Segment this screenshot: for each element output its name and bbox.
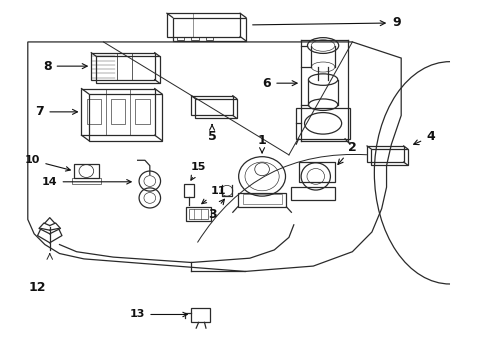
Bar [89,94,162,140]
Bar [296,108,350,139]
Bar [238,193,287,207]
Text: 8: 8 [43,60,87,73]
Bar [96,56,160,83]
Text: 4: 4 [414,130,435,145]
Bar [91,53,155,80]
Text: 6: 6 [263,77,297,90]
Bar [292,187,335,200]
Bar [243,194,282,204]
Bar [135,99,149,125]
Text: 10: 10 [25,155,70,171]
Bar [186,207,211,221]
Bar [195,99,237,118]
Text: 2: 2 [338,141,357,165]
Text: 15: 15 [191,162,206,180]
Text: 12: 12 [29,281,46,294]
Bar [367,146,404,162]
Text: 1: 1 [258,134,267,153]
Bar [177,37,184,40]
Text: 9: 9 [253,17,401,30]
Text: 11: 11 [202,186,226,204]
Text: 14: 14 [42,177,131,187]
Bar [74,164,98,178]
Bar [173,18,246,41]
Text: 3: 3 [208,199,224,221]
Bar [87,99,101,125]
Bar [191,96,233,116]
Bar [191,37,198,40]
Bar [191,308,210,322]
Bar [184,184,194,197]
Bar [167,13,240,37]
Bar [206,37,213,40]
Bar [111,99,125,125]
Bar [72,178,101,184]
Text: 7: 7 [36,105,77,118]
Bar [371,149,408,165]
Bar [299,162,335,182]
Text: 13: 13 [130,310,187,319]
Text: 5: 5 [208,125,217,144]
Bar [81,89,155,135]
Bar [189,209,208,219]
